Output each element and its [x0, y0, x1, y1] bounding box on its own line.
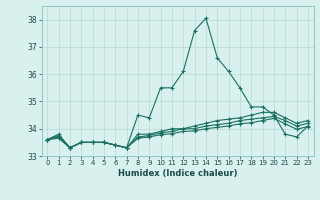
X-axis label: Humidex (Indice chaleur): Humidex (Indice chaleur) — [118, 169, 237, 178]
